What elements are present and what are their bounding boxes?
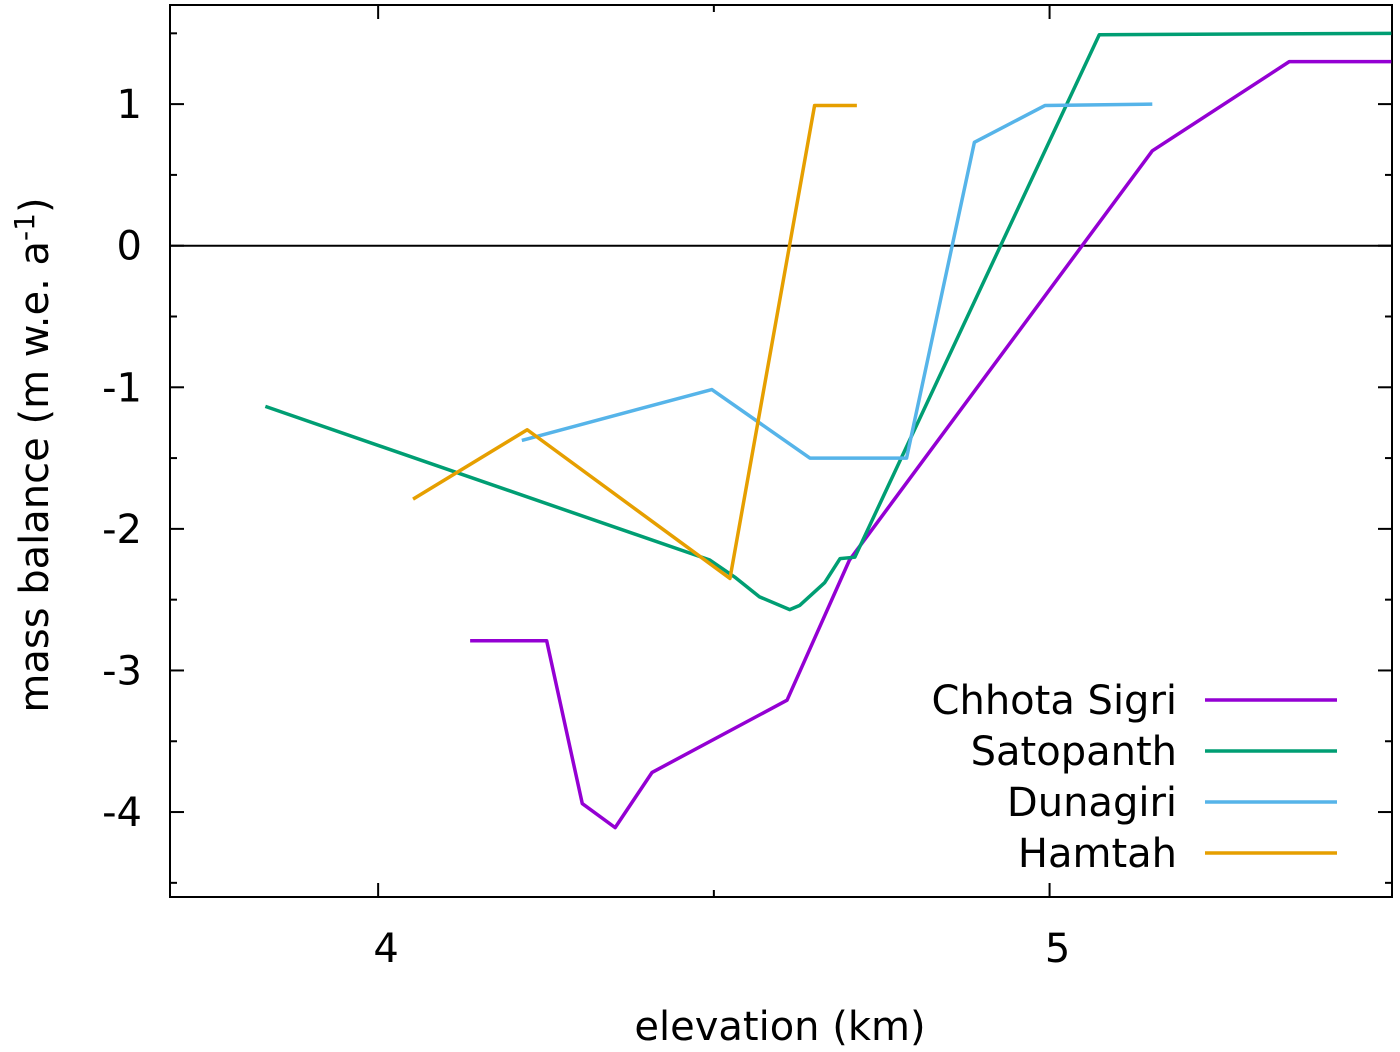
y-tick-label: -4 (102, 790, 142, 836)
legend-label-satopanth: Satopanth (971, 729, 1177, 775)
y-axis-label: mass balance (m w.e. a-1) (8, 197, 58, 712)
series-line-chhota-sigri (470, 59, 1392, 830)
x-tick-label: 5 (1045, 926, 1070, 972)
series-layer (264, 31, 1392, 830)
x-tick-label: 4 (373, 926, 398, 972)
axes-layer: 1 0 -1 -2 -3 -4 4 5 (102, 4, 1393, 972)
x-axis-label: elevation (km) (634, 1004, 925, 1050)
y-tick-label: -2 (102, 507, 142, 553)
y-tick-label: 1 (117, 82, 142, 128)
y-tick-label: -3 (102, 648, 142, 694)
plot-frame (169, 4, 1393, 898)
legend-label-chhota-sigri: Chhota Sigri (932, 678, 1177, 724)
legend-label-dunagiri: Dunagiri (1007, 780, 1177, 826)
legend: Chhota Sigri Satopanth Dunagiri Hamtah (932, 678, 1337, 877)
series-line-dunagiri (521, 102, 1153, 460)
y-tick-label: 0 (117, 224, 142, 270)
series-line-hamtah (412, 103, 857, 581)
y-tick-label: -1 (102, 365, 142, 411)
series-line-satopanth (264, 31, 1392, 612)
legend-label-hamtah: Hamtah (1018, 831, 1177, 877)
